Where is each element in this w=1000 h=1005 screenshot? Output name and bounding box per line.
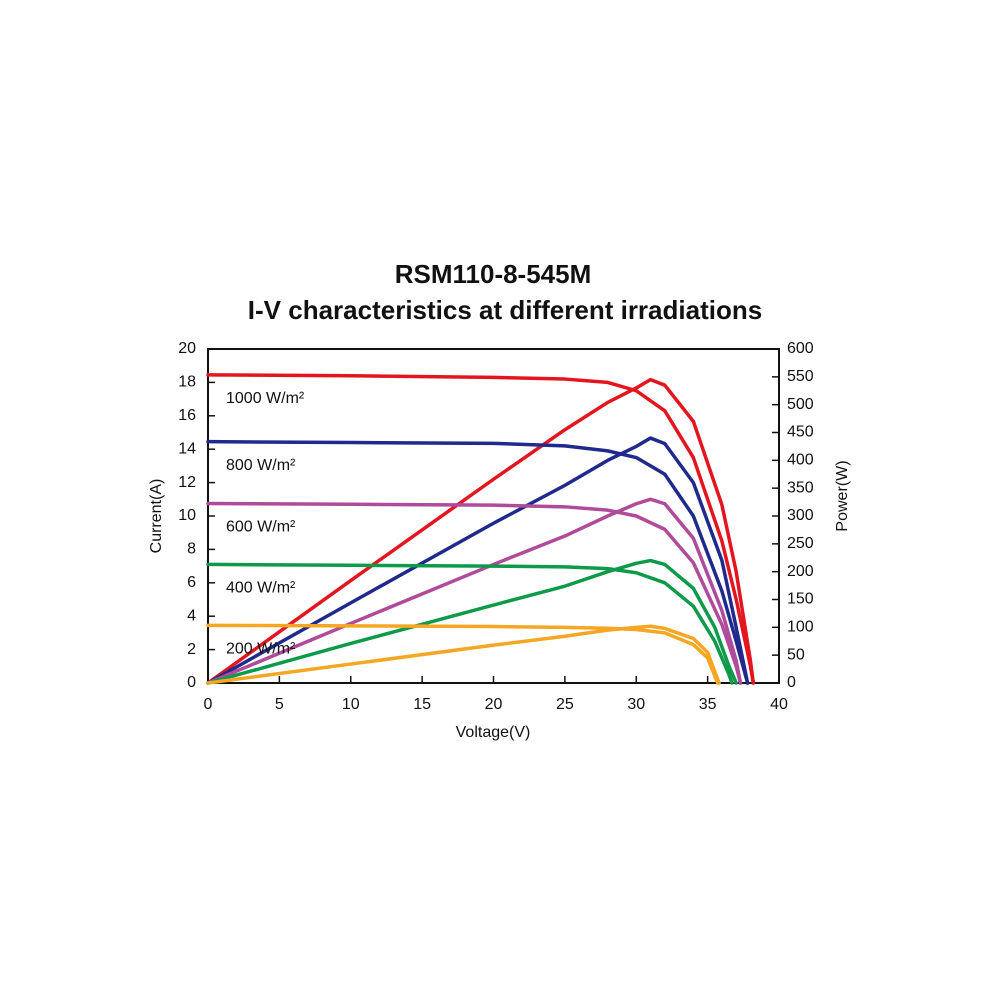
x-tick-label: 0: [204, 696, 213, 713]
y2-tick-label: 450: [787, 424, 814, 441]
curve-label: 800 W/m²: [226, 457, 296, 474]
y2-tick-label: 600: [787, 340, 814, 357]
x-axis-label: Voltage(V): [456, 724, 531, 741]
y-tick-label: 20: [178, 340, 196, 357]
y2-tick-label: 550: [787, 368, 814, 385]
y2-tick-label: 300: [787, 507, 814, 524]
curve-label: 1000 W/m²: [226, 390, 305, 407]
y-tick-label: 0: [187, 674, 196, 691]
y2-tick-label: 200: [787, 563, 814, 580]
y2-tick-label: 150: [787, 591, 814, 608]
y2-tick-label: 100: [787, 619, 814, 636]
y-tick-label: 2: [187, 641, 196, 658]
y-tick-label: 10: [178, 507, 196, 524]
y2-tick-label: 250: [787, 535, 814, 552]
y2-tick-label: 0: [787, 674, 796, 691]
power-curve: [206, 497, 743, 685]
curve-label: 600 W/m²: [226, 519, 296, 536]
x-tick-label: 25: [556, 696, 574, 713]
power-curve: [206, 436, 750, 685]
y-tick-label: 16: [178, 407, 196, 424]
power-curve: [206, 377, 756, 685]
y-tick-label: 14: [178, 440, 196, 457]
x-tick-label: 40: [770, 696, 788, 713]
chart-subtitle: I-V characteristics at different irradia…: [248, 295, 762, 325]
y2-axis-label: Power(W): [834, 460, 851, 531]
curve-label: 200 W/m²: [226, 641, 296, 658]
x-tick-label: 10: [342, 696, 360, 713]
y-axis-label: Current(A): [148, 479, 165, 554]
y2-tick-label: 400: [787, 452, 814, 469]
current-curve: [206, 562, 734, 685]
y2-tick-label: 500: [787, 396, 814, 413]
y2-tick-label: 350: [787, 479, 814, 496]
current-curve: [206, 439, 750, 685]
x-tick-label: 15: [413, 696, 431, 713]
curve-label: 400 W/m²: [226, 580, 296, 597]
x-tick-label: 35: [699, 696, 717, 713]
y-tick-label: 18: [178, 374, 196, 391]
y-tick-label: 12: [178, 474, 196, 491]
x-tick-label: 20: [485, 696, 503, 713]
current-curve: [206, 373, 756, 685]
y-tick-label: 4: [187, 607, 196, 624]
chart-title: RSM110-8-545M: [395, 259, 592, 289]
y-tick-label: 8: [187, 541, 196, 558]
x-tick-label: 5: [275, 696, 284, 713]
y-tick-label: 6: [187, 574, 196, 591]
power-curve: [206, 558, 738, 685]
y2-tick-label: 50: [787, 646, 805, 663]
power-curve: [206, 624, 721, 685]
x-tick-label: 30: [627, 696, 645, 713]
current-curve: [206, 501, 743, 685]
